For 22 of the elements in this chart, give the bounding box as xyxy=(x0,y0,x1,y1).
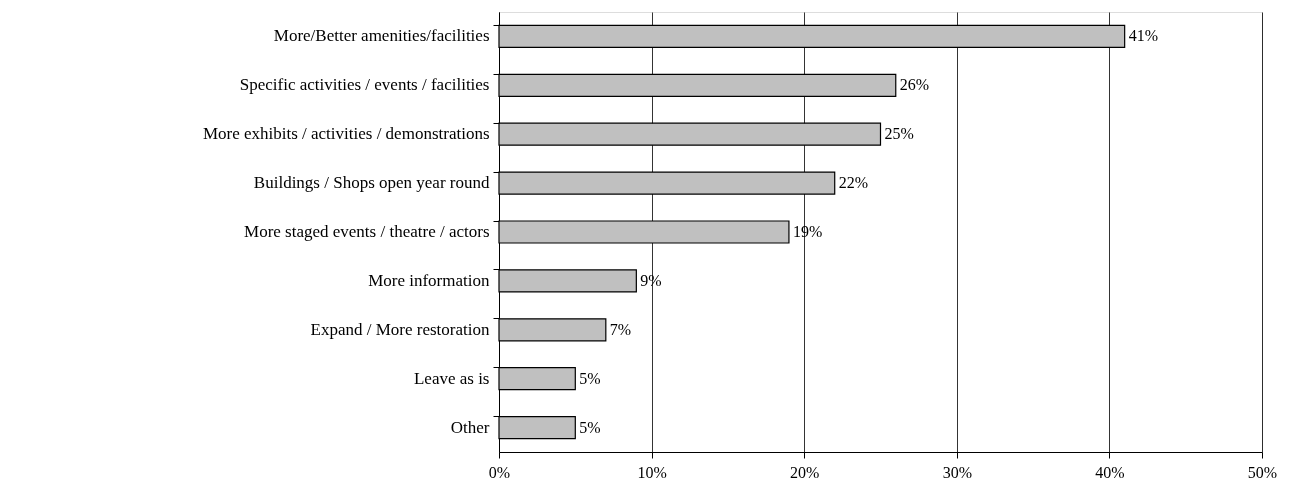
y-tick-label: Buildings / Shops open year round xyxy=(253,173,490,193)
x-tick-label: 20% xyxy=(790,463,820,479)
y-tick-label: More information xyxy=(368,270,490,290)
y-tick-label: Other xyxy=(450,417,490,437)
x-tick-label: 40% xyxy=(1095,463,1125,479)
x-tick-label: 0% xyxy=(488,463,511,479)
x-tick-label: 30% xyxy=(942,463,972,479)
x-tick-label: 50% xyxy=(1247,463,1278,479)
y-tick-label: More staged events / theatre / actors xyxy=(244,222,490,241)
y-tick-label: Specific activities / events / facilities xyxy=(239,75,490,95)
data-label: 5% xyxy=(579,369,601,387)
y-tick-label: More exhibits / activities / demonstrations xyxy=(202,124,490,144)
data-label: 25% xyxy=(884,125,914,143)
y-tick-label: Expand / More restoration xyxy=(310,319,490,339)
y-tick-label: Leave as is xyxy=(413,368,490,388)
y-tick-label: More/Better amenities/facilities xyxy=(273,26,490,46)
data-label: 5% xyxy=(579,418,601,436)
data-label: 7% xyxy=(609,320,632,338)
data-label: 22% xyxy=(838,174,869,192)
data-label: 41% xyxy=(1128,27,1158,45)
x-tick-label: 10% xyxy=(637,463,667,479)
data-label: 26% xyxy=(899,76,930,94)
